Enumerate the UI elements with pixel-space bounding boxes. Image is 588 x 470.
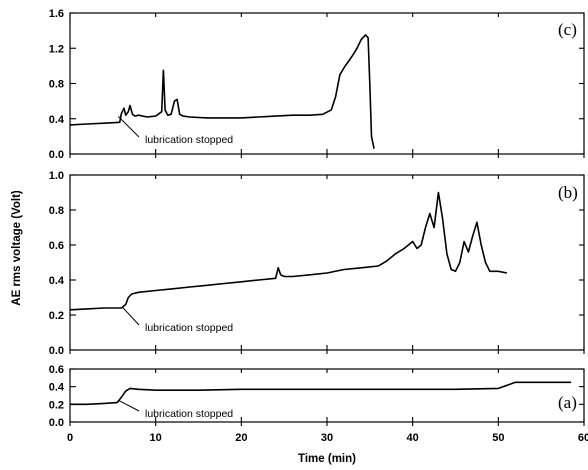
x-tick-label: 30: [321, 432, 333, 444]
panel-b-label: (b): [558, 183, 578, 202]
y-axis-title: AE rms voltage (Volt): [11, 190, 23, 306]
panel-a-y-tick-label: 0.0: [49, 417, 64, 429]
panel-c-frame: [69, 12, 585, 155]
panel-c-y-tick-label: 0.4: [49, 114, 65, 126]
panel-c-y-tick-label: 0.8: [49, 79, 64, 91]
panel-a-annotation-leader: [118, 399, 140, 412]
x-tick-label: 40: [407, 432, 419, 444]
panel-a-y-tick-label: 0.4: [49, 382, 65, 394]
panel-c-y-tick-label: 0.0: [49, 149, 64, 161]
x-tick-label: 10: [150, 432, 162, 444]
panel-a-y-tick-label: 0.2: [49, 399, 64, 411]
panel-b-y-tick-label: 1.0: [49, 170, 64, 182]
panel-b-annotation-leader: [122, 307, 140, 326]
panel-c-y-tick-label: 1.6: [49, 8, 64, 20]
panel-c-series-line: [69, 34, 375, 149]
panel-a-series-line: [70, 381, 572, 406]
x-tick-label: 60: [578, 432, 588, 444]
panel-c-annotation-leader: [118, 116, 140, 138]
panel-c-y-tick-label: 1.2: [49, 43, 64, 55]
panel-a-y-tick-label: 0.6: [49, 364, 64, 376]
panel-c-label: (c): [558, 20, 577, 39]
panel-c-annotation: lubrication stopped: [145, 134, 233, 146]
x-axis-title: Time (min): [298, 453, 356, 465]
x-tick-label: 50: [492, 432, 504, 444]
x-tick-label: 0: [67, 432, 73, 444]
panel-b-y-tick-label: 0.0: [49, 345, 64, 357]
panel-a-label: (a): [558, 393, 577, 412]
panel-b-annotation: lubrication stopped: [145, 322, 233, 334]
panel-a-annotation: lubrication stopped: [145, 408, 233, 420]
panel-b-y-tick-label: 0.6: [49, 240, 64, 252]
x-tick-label: 20: [235, 432, 247, 444]
panel-b-y-tick-label: 0.8: [49, 205, 64, 217]
panel-b-y-tick-label: 0.4: [49, 275, 65, 287]
panel-b-series-line: [69, 191, 508, 311]
panel-b-y-tick-label: 0.2: [49, 310, 64, 322]
